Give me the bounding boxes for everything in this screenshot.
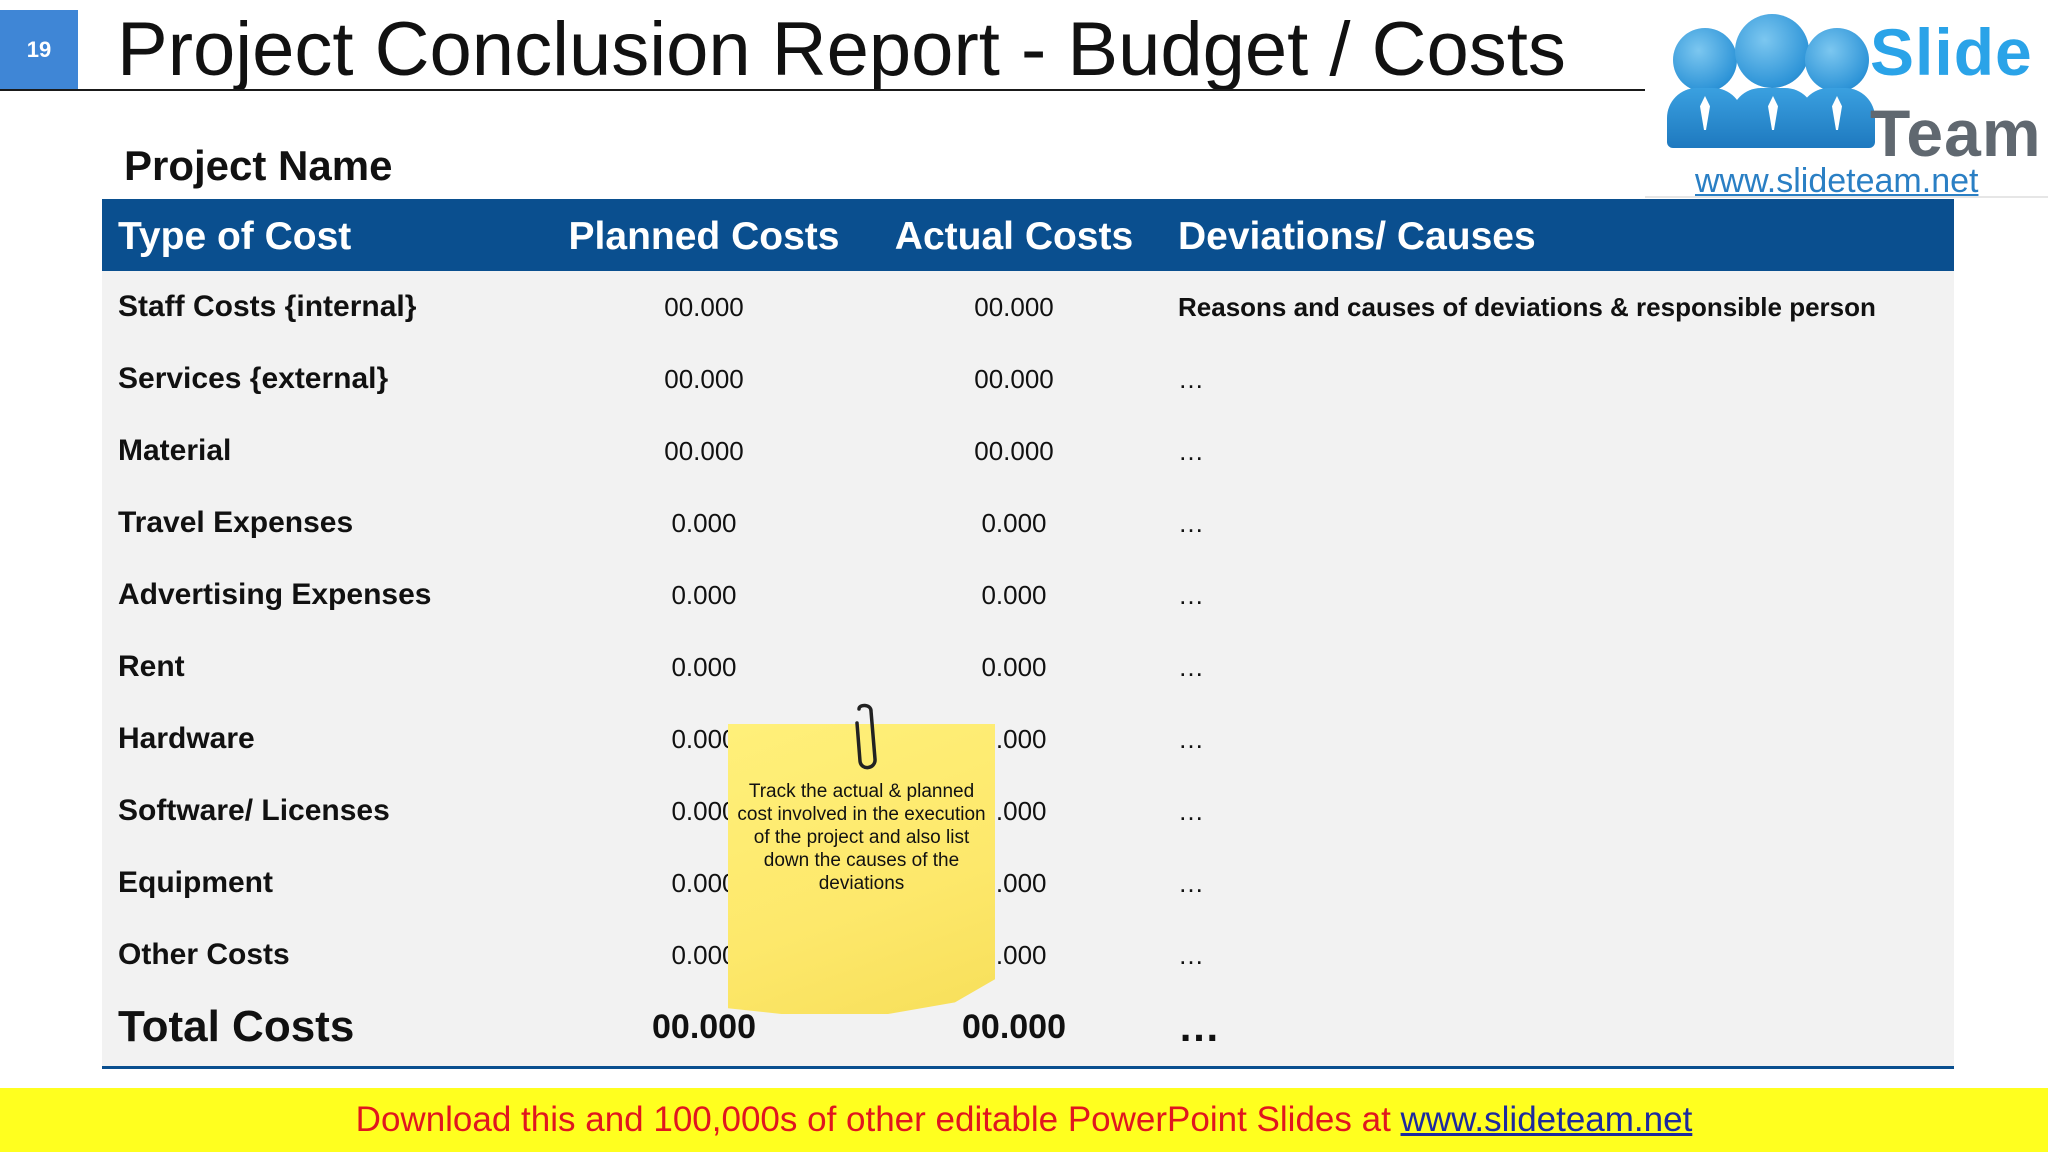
footer-text: Download this and 100,000s of other edit…	[355, 1100, 1401, 1139]
actual-cost: 00.000	[974, 292, 1054, 322]
deviation-cause: …	[1178, 508, 1204, 538]
person-icon	[1805, 28, 1869, 92]
cost-type: Software/ Licenses	[118, 794, 390, 827]
table-row: Services {external} 00.000 00.000 …	[102, 343, 1954, 415]
planned-cost: 0.000	[671, 652, 737, 682]
download-banner: Download this and 100,000s of other edit…	[0, 1088, 2048, 1152]
header-planned-costs: Planned Costs	[568, 215, 840, 258]
cost-type: Rent	[118, 650, 185, 683]
deviation-cause: …	[1178, 868, 1204, 898]
actual-cost: 0.000	[981, 580, 1047, 610]
cost-type: Hardware	[118, 722, 255, 755]
table-row: Material 00.000 00.000 …	[102, 415, 1954, 487]
cost-table: Type of Cost Planned Costs Actual Costs …	[102, 199, 1954, 1068]
total-label: Total Costs	[118, 1002, 355, 1051]
logo-slide-text: Slide	[1870, 15, 2033, 89]
cost-type: Services {external}	[118, 362, 389, 395]
planned-cost: 0.000	[671, 796, 737, 826]
table-row: Other Costs 0.000 0.000 …	[102, 919, 1954, 991]
actual-cost: 0.000	[981, 508, 1047, 538]
planned-cost: 0.000	[671, 580, 737, 610]
logo-team-text: Team	[1870, 96, 2042, 170]
table-row: Hardware 0.000 0.000 …	[102, 703, 1954, 775]
title-divider	[0, 89, 1645, 91]
deviation-cause: …	[1178, 364, 1204, 394]
deviation-cause: Reasons and causes of deviations & respo…	[1178, 292, 1876, 322]
deviation-cause: …	[1178, 796, 1204, 826]
cost-type: Travel Expenses	[118, 506, 354, 539]
deviation-cause: …	[1178, 436, 1204, 466]
sticky-note-text: Track the actual & planned cost involved…	[737, 781, 986, 894]
paperclip-icon	[855, 703, 877, 770]
table-row: Equipment 0.000 0.000 …	[102, 847, 1954, 919]
project-name-heading: Project Name	[124, 142, 393, 189]
actual-cost: 0.000	[981, 652, 1047, 682]
cost-type: Material	[118, 434, 232, 467]
footer-link[interactable]: www.slideteam.net	[1400, 1100, 1693, 1139]
deviation-cause: …	[1178, 580, 1204, 610]
table-header: Type of Cost Planned Costs Actual Costs …	[102, 199, 1954, 271]
table-row: Travel Expenses 0.000 0.000 …	[102, 487, 1954, 559]
slideteam-logo: Slide Team www.slideteam.net	[1645, 0, 2048, 200]
actual-cost: 00.000	[974, 364, 1054, 394]
table-row: Staff Costs {internal} 00.000 00.000 Rea…	[102, 271, 1954, 343]
cost-type: Other Costs	[118, 938, 290, 971]
sticky-note: Track the actual & planned cost involved…	[728, 724, 995, 1014]
planned-cost: 00.000	[664, 364, 744, 394]
total-row: Total Costs 00.000 00.000 …	[102, 991, 1954, 1063]
total-actual: 00.000	[962, 1008, 1066, 1046]
header-type-of-cost: Type of Cost	[118, 215, 352, 258]
total-deviation: …	[1178, 1003, 1220, 1050]
actual-cost: 00.000	[974, 436, 1054, 466]
planned-cost: 0.000	[671, 940, 737, 970]
person-icon	[1735, 14, 1809, 88]
table-row: Software/ Licenses 0.000 0.000 …	[102, 775, 1954, 847]
table-bottom-rule	[102, 1066, 1954, 1069]
planned-cost: 0.000	[671, 724, 737, 754]
person-icon	[1673, 28, 1737, 92]
logo-url-link[interactable]: www.slideteam.net	[1695, 162, 1979, 200]
cost-type: Equipment	[118, 866, 273, 899]
table-row: Advertising Expenses 0.000 0.000 …	[102, 559, 1954, 631]
planned-cost: 0.000	[671, 508, 737, 538]
planned-cost: 00.000	[664, 292, 744, 322]
planned-cost: 00.000	[664, 436, 744, 466]
total-planned: 00.000	[652, 1008, 756, 1046]
deviation-cause: …	[1178, 652, 1204, 682]
page-title: Project Conclusion Report - Budget / Cos…	[117, 7, 1566, 92]
cost-type: Staff Costs {internal}	[118, 290, 417, 323]
header-deviations: Deviations/ Causes	[1178, 215, 1536, 258]
slide-number: 19	[0, 10, 78, 90]
table-row: Rent 0.000 0.000 …	[102, 631, 1954, 703]
header-actual-costs: Actual Costs	[894, 215, 1134, 258]
planned-cost: 0.000	[671, 868, 737, 898]
deviation-cause: …	[1178, 724, 1204, 754]
deviation-cause: …	[1178, 940, 1204, 970]
cost-type: Advertising Expenses	[118, 578, 432, 611]
